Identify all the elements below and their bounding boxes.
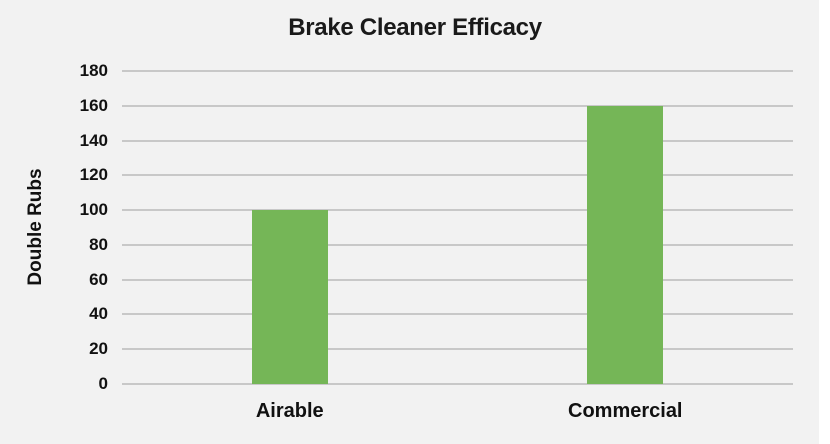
- y-tick-label: 40: [89, 304, 108, 324]
- y-tick-label: 160: [79, 95, 108, 115]
- y-tick-label: 100: [79, 200, 108, 220]
- y-tick-label: 120: [79, 165, 108, 185]
- gridline: [122, 104, 793, 107]
- y-tick-label: 0: [98, 374, 108, 393]
- chart-title: Brake Cleaner Efficacy: [288, 14, 542, 41]
- y-tick-label: 60: [89, 269, 108, 289]
- gridline: [122, 243, 793, 246]
- x-tick-label: Commercial: [568, 400, 683, 422]
- bar-airable: [251, 210, 328, 384]
- bar-commercial: [587, 105, 664, 384]
- y-tick-label: 80: [89, 234, 108, 254]
- gridline: [122, 139, 793, 142]
- gridline: [122, 278, 793, 281]
- y-tick-label: 180: [79, 61, 108, 80]
- gridline: [122, 383, 793, 385]
- gridline: [122, 348, 793, 351]
- y-axis-label: Double Rubs: [25, 168, 46, 286]
- gridline: [122, 313, 793, 316]
- x-tick-label: Airable: [255, 400, 324, 422]
- y-tick-label: 20: [89, 339, 108, 359]
- gridline: [122, 209, 793, 212]
- y-tick-label: 140: [79, 130, 108, 150]
- gridline: [122, 174, 793, 177]
- gridline: [122, 70, 793, 72]
